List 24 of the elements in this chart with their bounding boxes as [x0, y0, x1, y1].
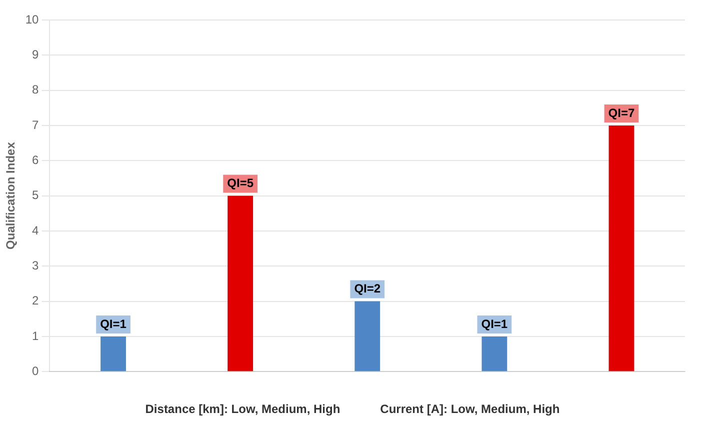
y-tick-label: 6	[32, 152, 40, 167]
data-label: QI=1	[100, 316, 127, 331]
bar	[100, 336, 126, 372]
y-tick-label: 5	[32, 188, 40, 202]
text: Distance [km]: Low, Medium, High	[145, 402, 340, 416]
bar	[228, 196, 254, 372]
y-tick-label: 4	[32, 223, 40, 238]
y-tick-label: 8	[32, 82, 40, 97]
data-label: QI=5	[227, 176, 254, 190]
y-tick-label: 2	[32, 294, 40, 308]
y-tick-label: 3	[32, 258, 40, 272]
data-label: QI=1	[481, 316, 508, 331]
y-tick-label: 9	[32, 47, 40, 62]
data-label: QI=7	[608, 106, 635, 120]
bar	[608, 125, 634, 372]
data-label: QI=2	[354, 282, 381, 296]
y-axis-title: Qualification Index	[4, 142, 18, 250]
bar	[482, 336, 508, 372]
y-tick-label: 0	[32, 364, 40, 378]
y-tick-label: 7	[32, 118, 40, 132]
y-tick-label: 1	[32, 328, 40, 343]
y-tick-label: 10	[25, 12, 40, 26]
bar	[354, 301, 380, 372]
text: Current [A]: Low, Medium, High	[380, 402, 560, 416]
